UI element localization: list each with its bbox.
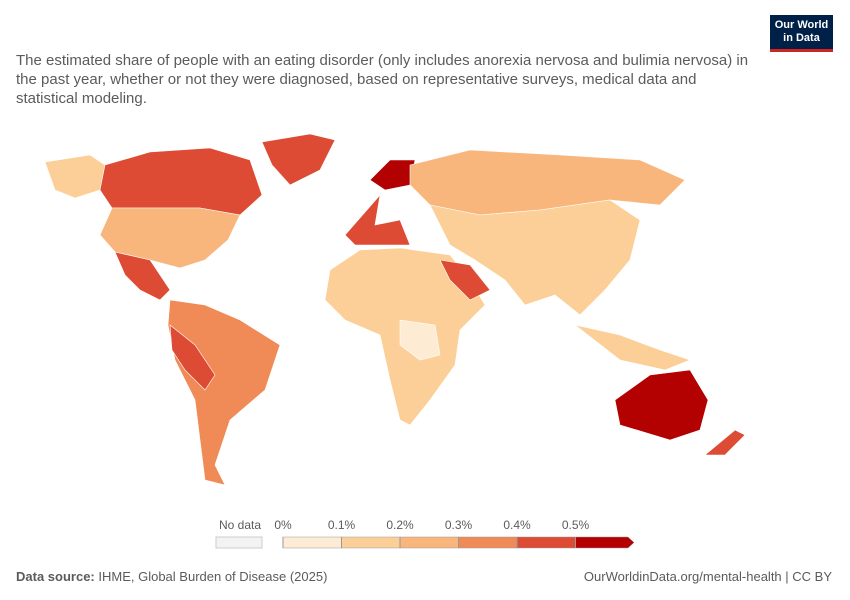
legend-tick-label: 0.2% [386, 518, 414, 532]
country [99, 147, 263, 216]
source-label: Data source: [16, 569, 95, 584]
country [439, 259, 491, 301]
legend-bin [282, 536, 342, 549]
country [99, 207, 241, 269]
legend-tick-label: 0.5% [562, 518, 590, 532]
country [399, 319, 441, 361]
source: Data source: IHME, Global Burden of Dise… [16, 569, 327, 584]
country [369, 159, 416, 191]
url[interactable]: OurWorldinData.org/mental-health | CC BY [583, 569, 832, 584]
no-data-swatch [215, 536, 263, 549]
legend-bin [575, 536, 635, 549]
logo-line: in Data [783, 32, 820, 44]
no-data-label: No data [219, 518, 261, 532]
country [44, 154, 106, 199]
legend-bin [516, 536, 576, 549]
logo[interactable]: Our World in Data [770, 15, 833, 52]
country [409, 149, 686, 216]
logo-line: Our World [774, 19, 829, 31]
country [167, 299, 281, 486]
legend-tick-label: 0.1% [328, 518, 356, 532]
country [704, 429, 746, 456]
legend-bin [458, 536, 518, 549]
country [344, 194, 411, 246]
legend: No data 0% 0.1% 0.2% 0.3% 0.4% 0.5% [215, 518, 635, 549]
legend-tick-label: 0.4% [503, 518, 531, 532]
country [169, 324, 216, 391]
legend-bin [341, 536, 401, 549]
country [114, 251, 171, 301]
legend-tick-label: 0% [274, 518, 292, 532]
country [574, 324, 691, 371]
country [614, 369, 709, 441]
chart-title: The estimated share of people with an ea… [16, 52, 749, 107]
source-text: IHME, Global Burden of Disease (2025) [98, 569, 328, 584]
country [429, 199, 641, 316]
legend-tick-label: 0.3% [445, 518, 473, 532]
world-map [44, 133, 746, 486]
legend-bin [399, 536, 459, 549]
country [261, 133, 336, 186]
